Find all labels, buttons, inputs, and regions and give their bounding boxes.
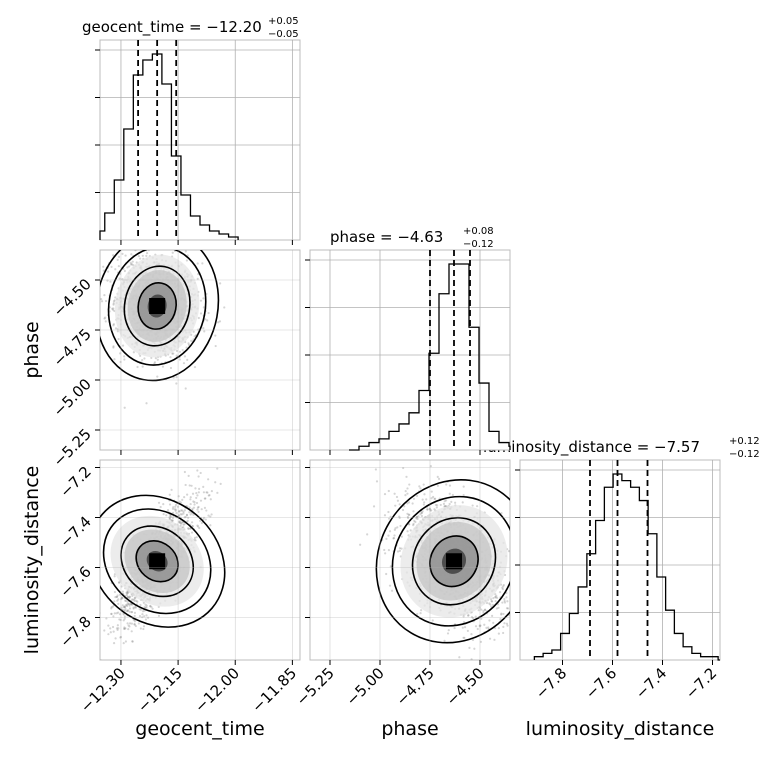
contour-phase-luminosity-distance-3 <box>375 478 510 644</box>
contour-geocent-time-phase-1 <box>123 265 191 347</box>
contour-phase-luminosity-distance-2 <box>391 495 510 627</box>
scatter-points-geocent-time-luminosity-distance <box>100 467 226 660</box>
ylabel-luminosity-distance: luminosity_distance <box>21 466 43 655</box>
title-geocent-time-sup: +0.05 <box>268 16 299 27</box>
ytick-label-phase-3: −5.25 <box>50 425 95 470</box>
contour-geocent-time-phase-2 <box>107 250 207 366</box>
contour-geocent-time-phase-0 <box>137 282 177 330</box>
scatter-points-phase-luminosity-distance <box>359 465 510 660</box>
hist-panel-luminosity-distance <box>515 459 721 661</box>
hist-line-luminosity-distance <box>533 473 720 661</box>
density-peak-geocent-time-luminosity-distance <box>149 553 166 570</box>
hist-line-geocent-time <box>99 53 239 240</box>
scatter-panel-geocent-time-phase <box>99 249 301 451</box>
xtick-label-geocent-time-0: −12.30 <box>77 664 129 716</box>
title-phase-sup: +0.08 <box>463 226 494 237</box>
xtick-label-phase-0: −5.25 <box>293 664 338 709</box>
hist-panel-geocent-time <box>95 39 301 241</box>
xtick-label-geocent-time-3: −11.85 <box>248 664 300 716</box>
ylabel-phase: phase <box>21 321 43 378</box>
xtick-label-luminosity-distance-2: −7.4 <box>632 664 670 702</box>
xtick-label-luminosity-distance-0: −7.8 <box>532 664 570 702</box>
scatter-panel-phase-luminosity-distance <box>309 459 511 661</box>
scatter-panel-geocent-time-luminosity-distance <box>99 459 301 661</box>
title-luminosity-distance-sup: +0.12 <box>729 436 760 447</box>
xlabel-geocent-time: geocent_time <box>135 718 264 740</box>
contour-phase-luminosity-distance-0 <box>429 535 479 588</box>
hist-panel-phase <box>305 249 511 451</box>
xlabel-luminosity-distance: luminosity_distance <box>526 718 715 740</box>
ytick-label-luminosity-distance-3: −7.8 <box>56 613 94 651</box>
ytick-label-phase-1: −4.75 <box>50 325 95 370</box>
title-luminosity-distance: luminosity_distance = −7.57 <box>483 438 700 457</box>
density-peak-phase-luminosity-distance <box>446 553 462 570</box>
title-geocent-time-sub: −0.05 <box>268 29 299 40</box>
xtick-label-geocent-time-1: −12.15 <box>134 664 186 716</box>
title-phase-sub: −0.12 <box>463 239 494 250</box>
hist-frame-phase <box>309 249 511 451</box>
xtick-label-phase-3: −4.50 <box>443 664 488 709</box>
xtick-label-luminosity-distance-3: −7.2 <box>682 664 720 702</box>
hist-frame-geocent-time <box>99 39 301 241</box>
ytick-label-luminosity-distance-1: −7.4 <box>56 513 94 551</box>
contour-geocent-time-phase-3 <box>100 250 220 382</box>
title-phase: phase = −4.63 <box>330 228 443 246</box>
panels: −12.30 −12.15 −12.00 −11.85−5.25 −5.00 −4.75−… <box>50 39 721 716</box>
scatter-points-geocent-time-phase <box>100 250 226 409</box>
contour-geocent-time-luminosity-distance-2 <box>102 508 212 615</box>
title-luminosity-distance-sub: −0.12 <box>729 449 760 460</box>
xtick-label-phase-1: −5.00 <box>343 664 388 709</box>
xtick-label-luminosity-distance-1: −7.6 <box>582 664 620 702</box>
xtick-label-geocent-time-2: −12.00 <box>191 664 243 716</box>
contour-geocent-time-luminosity-distance-0 <box>135 540 179 583</box>
hist-frame-luminosity-distance <box>519 459 721 661</box>
xlabel-phase: phase <box>381 718 438 740</box>
xtick-label-phase-2: −4.75 <box>393 664 438 709</box>
contour-geocent-time-luminosity-distance-3 <box>100 494 226 628</box>
contour-phase-luminosity-distance-1 <box>411 516 497 606</box>
title-geocent-time: geocent_time = −12.20 <box>82 18 262 37</box>
ytick-label-phase-2: −5.00 <box>50 375 95 420</box>
density-peak-geocent-time-phase <box>149 298 166 314</box>
ytick-label-luminosity-distance-2: −7.6 <box>56 563 94 601</box>
ytick-label-phase-0: −4.50 <box>50 275 95 320</box>
hist-line-phase <box>349 263 511 451</box>
